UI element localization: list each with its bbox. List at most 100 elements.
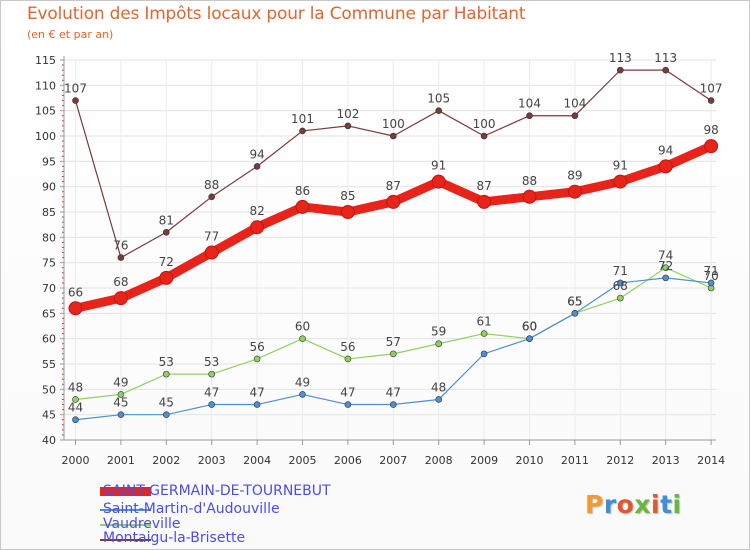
data-label: 102 xyxy=(336,107,359,121)
data-point xyxy=(704,139,719,154)
data-point xyxy=(431,174,446,189)
legend-label-saint-martin: Saint-Martin-d'Audouville xyxy=(103,501,280,517)
data-point xyxy=(567,184,582,199)
data-point xyxy=(616,279,624,287)
data-point xyxy=(204,245,219,260)
x-tick-label: 2009 xyxy=(470,454,498,467)
x-tick-label: 2003 xyxy=(198,454,226,467)
logo-letter: i xyxy=(651,490,661,519)
data-label: 88 xyxy=(204,178,219,192)
chart-subtitle: (en € et par an) xyxy=(27,28,114,41)
data-label: 60 xyxy=(522,320,537,334)
data-point xyxy=(117,254,125,261)
data-point xyxy=(571,112,579,120)
data-label: 47 xyxy=(204,386,219,400)
data-point xyxy=(389,350,397,358)
data-label: 61 xyxy=(476,315,491,329)
data-label: 47 xyxy=(386,386,401,400)
data-label: 89 xyxy=(567,169,582,183)
y-tick-label: 85 xyxy=(42,206,56,219)
data-point xyxy=(435,340,443,348)
legend-label-montaigu: Montaigu-la-Brisette xyxy=(103,530,246,546)
data-point xyxy=(389,132,397,140)
data-point xyxy=(386,194,401,209)
data-label: 68 xyxy=(113,275,128,289)
data-point xyxy=(435,107,443,114)
legend-swatch-vaudreville xyxy=(100,524,151,526)
x-tick-label: 2010 xyxy=(516,454,544,467)
data-point xyxy=(163,228,170,236)
data-label: 94 xyxy=(249,147,264,161)
legend-label-vaudreville: Vaudreville xyxy=(103,516,181,532)
data-label: 87 xyxy=(476,179,491,193)
data-label: 71 xyxy=(703,264,718,278)
logo-letter: i xyxy=(672,490,682,519)
y-tick-label: 70 xyxy=(42,282,56,295)
data-label: 105 xyxy=(427,92,450,106)
data-label: 56 xyxy=(249,340,264,354)
data-label: 48 xyxy=(68,380,83,394)
data-label: 59 xyxy=(431,325,446,339)
logo-letter: t xyxy=(660,490,673,519)
data-point xyxy=(299,335,306,342)
data-point xyxy=(613,174,628,189)
y-tick-label: 105 xyxy=(35,105,56,118)
legend-swatch-montaigu xyxy=(100,539,151,541)
data-label: 100 xyxy=(382,117,405,131)
data-point xyxy=(208,401,215,408)
data-point xyxy=(526,112,533,120)
logo-letter: r xyxy=(603,490,617,519)
data-label: 56 xyxy=(340,340,355,354)
data-point xyxy=(707,97,715,104)
data-label: 65 xyxy=(567,294,582,308)
data-point xyxy=(253,401,261,408)
y-tick-label: 40 xyxy=(42,434,56,447)
x-tick-label: 2006 xyxy=(334,454,362,467)
y-tick-label: 100 xyxy=(35,130,56,143)
x-tick-label: 2007 xyxy=(379,454,407,467)
data-label: 72 xyxy=(159,255,174,269)
data-point xyxy=(253,163,261,170)
data-point xyxy=(477,194,492,209)
data-point xyxy=(344,122,352,130)
y-tick-label: 55 xyxy=(42,358,56,371)
chart-title: Evolution des Impôts locaux pour la Comm… xyxy=(27,4,526,24)
data-label: 60 xyxy=(295,320,310,334)
data-label: 91 xyxy=(613,159,628,173)
x-tick-label: 2012 xyxy=(606,454,634,467)
data-point xyxy=(658,159,673,174)
y-tick-label: 65 xyxy=(42,307,56,320)
data-point xyxy=(480,330,488,337)
data-point xyxy=(72,97,79,104)
x-tick-label: 2011 xyxy=(561,454,589,467)
data-label: 100 xyxy=(473,117,496,131)
x-tick-label: 2002 xyxy=(152,454,180,467)
data-label: 72 xyxy=(658,259,673,273)
data-point xyxy=(480,350,488,358)
data-point xyxy=(72,396,79,403)
data-point xyxy=(299,127,306,135)
data-point xyxy=(72,416,79,424)
data-label: 49 xyxy=(113,375,128,389)
data-point xyxy=(299,391,306,398)
data-label: 85 xyxy=(340,189,355,203)
data-point xyxy=(616,66,624,74)
data-point xyxy=(571,310,579,317)
legend-swatch-saint-martin xyxy=(100,509,151,511)
data-point xyxy=(526,335,533,342)
data-label: 98 xyxy=(703,123,718,137)
data-point xyxy=(250,220,265,235)
data-label: 68 xyxy=(613,279,628,293)
data-point xyxy=(163,370,170,378)
data-point xyxy=(159,270,174,285)
y-tick-label: 115 xyxy=(35,54,56,67)
data-label: 104 xyxy=(518,97,541,111)
y-tick-label: 90 xyxy=(42,181,56,194)
y-tick-label: 110 xyxy=(35,79,56,92)
data-point xyxy=(208,193,215,201)
data-point xyxy=(707,279,715,287)
logo-letter: P xyxy=(585,490,604,519)
data-point xyxy=(117,411,125,418)
x-tick-label: 2000 xyxy=(62,454,90,467)
